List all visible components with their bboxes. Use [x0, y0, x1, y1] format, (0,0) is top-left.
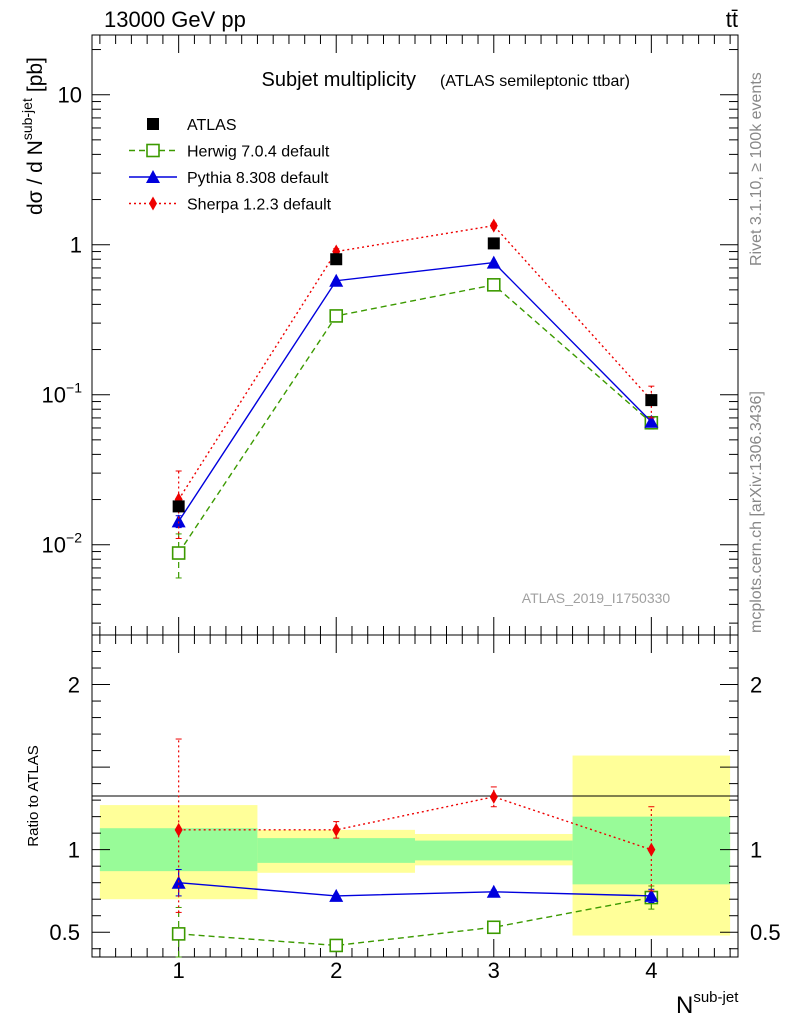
data-point-marker [329, 273, 344, 287]
x-axis-title: Nsub-jet [676, 989, 739, 1019]
data-point-marker [645, 394, 658, 407]
y-tick-label: 10−2 [42, 530, 83, 558]
legend-item: ATLAS [147, 117, 237, 134]
data-point-marker [171, 927, 186, 941]
legend: ATLAS Herwig 7.0.4 default Pythia 8.308 de… [129, 117, 332, 214]
data-point-marker [171, 546, 186, 560]
main-panel: 10−2 10−1 1 10 Subjet multiplicity (ATLAS s… [19, 34, 739, 636]
data-point-marker [486, 884, 501, 898]
series-sherpa [174, 218, 656, 539]
main-panel-tick-labels: 10−2 10−1 1 10 [42, 83, 83, 558]
data-point-marker [489, 218, 498, 233]
main-panel-ticks [92, 35, 738, 635]
legend-label: Pythia 8.308 default [187, 170, 329, 187]
main-panel-series [171, 218, 659, 579]
y-axis-unit: [pb] [24, 57, 47, 92]
ratio-y-tick-label-right: 1 [750, 838, 762, 863]
series-pythia [171, 255, 659, 529]
ratio-axis-label: Ratio to ATLAS [25, 745, 42, 846]
data-point-marker [146, 143, 160, 158]
inner-band [415, 840, 573, 861]
data-point-marker [486, 920, 501, 935]
x-tick-label: 4 [645, 958, 657, 983]
ratio-panel-tick-labels: 0.5 0.5 1 1 2 2 1 2 3 4 [49, 673, 780, 983]
data-point-marker [329, 309, 344, 323]
ratio-y-tick-label-right: 2 [750, 673, 762, 698]
legend-label: Herwig 7.0.4 default [187, 144, 330, 161]
data-point-marker [172, 500, 185, 513]
series-line [178, 224, 652, 500]
source-reference-label: mcplots.cern.ch [arXiv:1306.3436] [748, 391, 765, 633]
data-point-marker [329, 888, 344, 902]
data-point-marker [486, 255, 501, 269]
legend-item: Pythia 8.308 default [129, 170, 329, 187]
y-axis-title: dσ / d Nsub-jet [pb] [19, 57, 47, 215]
svg-text:dσ / d Nsub-jet[pb]: dσ / d Nsub-jet [pb] [19, 57, 47, 215]
x-tick-label: 2 [330, 958, 342, 983]
header-energy: 13000 GeV pp [104, 7, 246, 32]
y-tick-label: 1 [70, 233, 82, 258]
ratio-y-tick-label-right: 0.5 [750, 920, 781, 945]
ratio-panel: 0.5 0.5 1 1 2 2 1 2 3 4 Ratio to ATLAS Nsub-jet [25, 634, 781, 1019]
rivet-version-label: Rivet 3.1.10, ≥ 100k events [748, 72, 765, 266]
ratio-panel-series [171, 738, 659, 958]
data-point-marker [330, 253, 343, 266]
data-point-marker [486, 278, 501, 292]
chart-subtitle: (ATLAS semileptonic ttbar) [440, 73, 630, 90]
y-tick-label: 10 [58, 83, 82, 108]
x-tick-label: 1 [173, 958, 185, 983]
data-point-marker [171, 514, 186, 528]
series-line [178, 881, 652, 897]
data-point-marker [329, 938, 344, 953]
data-point-marker [644, 888, 659, 902]
data-point-marker [332, 822, 341, 837]
series-line [178, 284, 652, 554]
ratio-y-tick-label-left: 0.5 [49, 920, 80, 945]
data-point-marker [149, 196, 157, 211]
header-process: tt̄ [726, 7, 738, 32]
data-point-marker [489, 789, 498, 804]
x-axis-label: N [676, 992, 693, 1019]
legend-item: Herwig 7.0.4 default [129, 144, 330, 161]
series-atlas [172, 237, 658, 513]
chart-title: Subjet multiplicity [261, 69, 416, 91]
data-point-marker [647, 842, 656, 857]
y-axis-label: dσ / d N [24, 140, 47, 215]
series-line [178, 261, 652, 522]
analysis-id-watermark: ATLAS_2019_I1750330 [522, 590, 671, 606]
series-line [178, 796, 652, 851]
legend-label: ATLAS [187, 117, 237, 134]
legend-label: Sherpa 1.2.3 default [187, 197, 332, 214]
ratio-y-tick-label-left: 2 [68, 673, 80, 698]
series-sherpa [174, 738, 656, 913]
y-tick-label: 10−1 [42, 380, 83, 408]
series-herwig [171, 278, 659, 579]
data-point-marker [487, 237, 500, 250]
data-point-marker [146, 170, 160, 183]
x-tick-label: 3 [488, 958, 500, 983]
data-point-marker [644, 414, 659, 428]
x-axis-label-sup: sub-jet [693, 989, 739, 1006]
data-point-marker [147, 118, 159, 130]
y-axis-label-sup: sub-jet [19, 98, 35, 140]
data-point-marker [174, 822, 183, 837]
inner-band [257, 838, 415, 863]
legend-item: Sherpa 1.2.3 default [129, 196, 332, 214]
ratio-uncertainty-bands [99, 755, 731, 936]
ratio-y-tick-label-left: 1 [68, 838, 80, 863]
